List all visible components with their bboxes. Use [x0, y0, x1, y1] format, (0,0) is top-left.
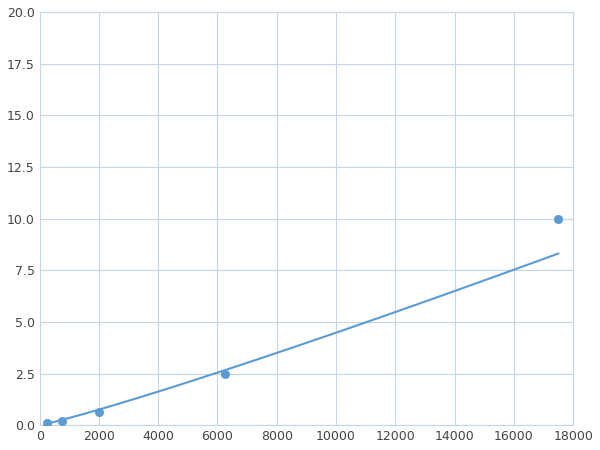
- Point: [57, 418, 67, 425]
- Point: [94, 408, 104, 415]
- Point: [42, 419, 52, 427]
- Point: [554, 215, 563, 222]
- Point: [220, 370, 230, 377]
